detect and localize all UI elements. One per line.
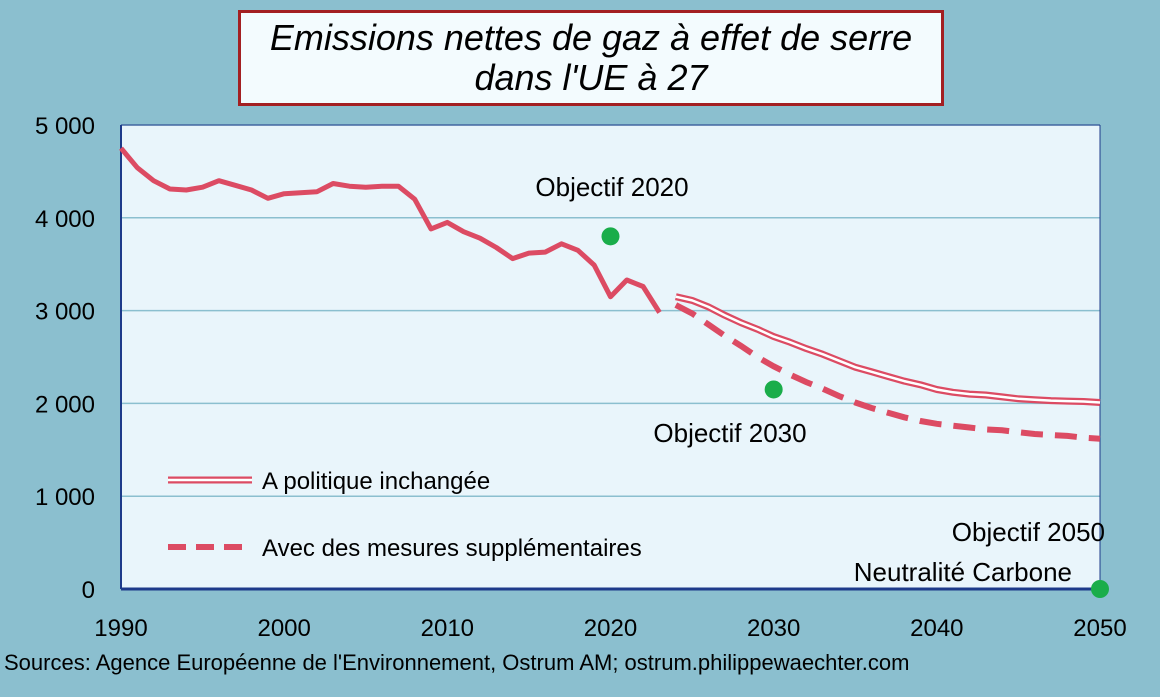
chart-title: Emissions nettes de gaz à effet de serre… [238, 10, 944, 106]
source-note: Sources: Agence Européenne de l'Environn… [4, 650, 910, 675]
plot-area [121, 125, 1100, 589]
target-point [1091, 580, 1109, 598]
legend-label-unchanged: A politique inchangée [262, 468, 490, 495]
legend-label-measures: Avec des mesures supplémentaires [262, 535, 642, 562]
y-tick-label: 5 000 [35, 113, 95, 140]
x-tick-label: 1990 [94, 615, 147, 642]
chart-title-line-2: dans l'UE à 27 [474, 57, 708, 98]
target-point [601, 227, 620, 246]
x-tick-label: 2000 [257, 615, 310, 642]
target-label: Objectif 2030 [653, 418, 806, 448]
y-tick-label: 3 000 [35, 299, 95, 326]
historical-line [119, 146, 662, 314]
x-tick-label: 2040 [910, 615, 963, 642]
y-tick-label: 2 000 [35, 391, 95, 418]
x-tick-label: 2050 [1073, 615, 1126, 642]
chart-title-line-1: Emissions nettes de gaz à effet de serre [269, 17, 913, 58]
x-tick-label: 2020 [584, 615, 637, 642]
y-tick-label: 1 000 [35, 484, 95, 511]
target-label: Objectif 2020 [535, 172, 688, 202]
x-tick-label: 2030 [747, 615, 800, 642]
y-tick-label: 0 [82, 577, 95, 604]
additional-measures-line [674, 302, 1101, 442]
target-label: Objectif 2050 [952, 517, 1105, 547]
x-tick-label: 2010 [421, 615, 474, 642]
y-tick-label: 4 000 [35, 206, 95, 233]
unchanged-policy-line-inner [675, 295, 1101, 404]
target-point [764, 380, 783, 399]
target-label: Neutralité Carbone [854, 557, 1072, 587]
